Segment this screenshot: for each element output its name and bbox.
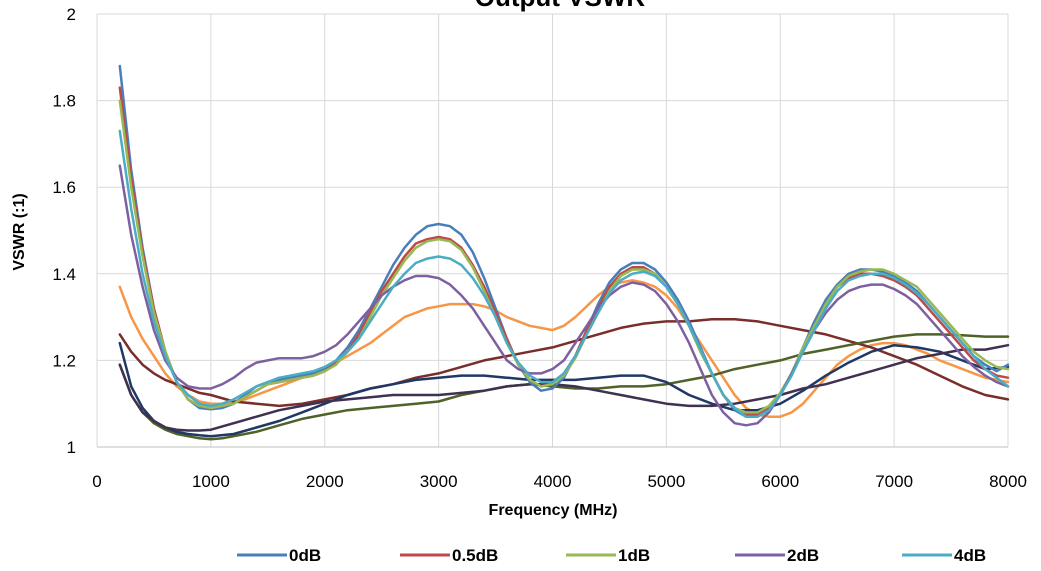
x-tick-label: 4000 <box>534 472 572 491</box>
x-tick-label: 5000 <box>647 472 685 491</box>
legend-label: 0dB <box>289 546 321 565</box>
y-tick-label: 1.8 <box>52 92 76 111</box>
series-line-unlabeled <box>118 318 1010 408</box>
x-tick-label: 3000 <box>420 472 458 491</box>
series-line-2dB <box>118 164 1010 427</box>
series-line-unlabeled <box>118 343 1010 432</box>
legend: 0dB 0.5dB 1dB 2dB 4dB <box>237 546 986 565</box>
x-tick-label: 8000 <box>989 472 1027 491</box>
x-axis-title: Frequency (MHz) <box>489 502 618 519</box>
x-tick-label: 7000 <box>875 472 913 491</box>
x-tick-label: 6000 <box>761 472 799 491</box>
series-line-1dB <box>118 99 1010 414</box>
x-tick-label: 1000 <box>192 472 230 491</box>
y-tick-label: 2 <box>67 5 76 24</box>
series-line-4dB <box>118 129 1010 418</box>
legend-label: 2dB <box>787 546 819 565</box>
series-lines <box>118 64 1010 441</box>
y-tick-label: 1.6 <box>52 178 76 197</box>
x-tick-label: 2000 <box>306 472 344 491</box>
legend-label: 4dB <box>954 546 986 565</box>
series-line-unlabeled <box>118 279 1010 418</box>
legend-label: 1dB <box>618 546 650 565</box>
legend-label: 0.5dB <box>452 546 498 565</box>
y-tick-label: 1 <box>67 438 76 457</box>
tick-labels: 0 1000 2000 3000 4000 5000 6000 7000 8000 1 1.2 1.4… <box>52 5 1027 491</box>
y-axis-title: VSWR (:1) <box>11 193 28 270</box>
chart-title: Output VSWR <box>475 0 646 12</box>
x-tick-label: 0 <box>92 472 101 491</box>
y-tick-label: 1.4 <box>52 265 76 284</box>
series-line-unlabeled <box>118 341 1010 438</box>
y-tick-label: 1.2 <box>52 351 76 370</box>
